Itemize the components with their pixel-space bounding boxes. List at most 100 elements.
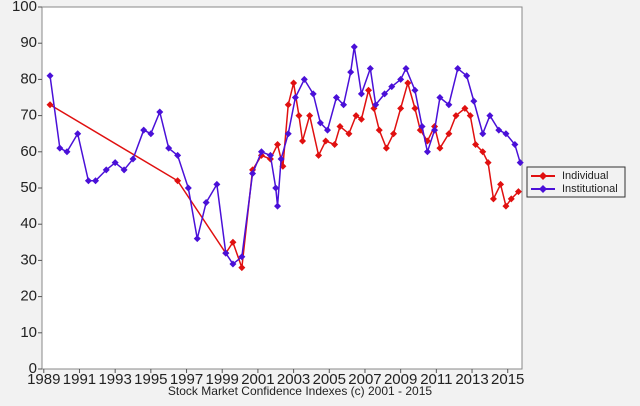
point bbox=[511, 141, 519, 149]
point bbox=[120, 166, 128, 174]
x-tick-label: 2007 bbox=[348, 371, 381, 388]
point bbox=[479, 130, 487, 138]
x-tick-label: 1997 bbox=[170, 371, 203, 388]
point bbox=[184, 184, 192, 192]
point bbox=[322, 137, 330, 145]
y-tick-label: 0 bbox=[29, 360, 37, 377]
x-tick-label: 2003 bbox=[277, 371, 310, 388]
point bbox=[56, 144, 64, 152]
point bbox=[479, 148, 487, 156]
point bbox=[284, 130, 292, 138]
point bbox=[174, 177, 182, 185]
point bbox=[295, 112, 303, 120]
point bbox=[46, 101, 54, 109]
point bbox=[274, 202, 282, 210]
y-tick-label: 80 bbox=[20, 70, 37, 87]
point bbox=[411, 104, 419, 112]
point bbox=[274, 141, 282, 149]
point bbox=[452, 112, 460, 120]
point bbox=[357, 90, 365, 98]
point bbox=[345, 130, 353, 138]
point bbox=[484, 159, 492, 167]
point bbox=[202, 198, 210, 206]
point bbox=[470, 97, 478, 105]
point bbox=[290, 79, 298, 87]
y-tick-label: 90 bbox=[20, 34, 37, 51]
point bbox=[454, 65, 462, 73]
point bbox=[84, 177, 92, 185]
legend-label: Individual bbox=[562, 170, 608, 182]
point bbox=[331, 141, 339, 149]
y-tick-label: 10 bbox=[20, 324, 37, 341]
y-tick-label: 40 bbox=[20, 215, 37, 232]
point bbox=[497, 180, 505, 188]
point bbox=[489, 195, 497, 203]
legend bbox=[526, 166, 626, 198]
x-tick-label: 1991 bbox=[63, 371, 96, 388]
point bbox=[397, 104, 405, 112]
point bbox=[147, 130, 155, 138]
point bbox=[316, 119, 324, 127]
point bbox=[411, 86, 419, 94]
legend-marker bbox=[539, 185, 547, 193]
point bbox=[92, 177, 100, 185]
point bbox=[266, 151, 274, 159]
point bbox=[352, 112, 360, 120]
point bbox=[213, 180, 221, 188]
point bbox=[350, 43, 358, 51]
legend-marker bbox=[539, 172, 547, 180]
point bbox=[372, 101, 380, 109]
point bbox=[249, 170, 257, 178]
point bbox=[472, 141, 480, 149]
x-axis-label: Stock Market Confidence Indexes (c) 2001… bbox=[168, 384, 432, 398]
point bbox=[238, 253, 246, 261]
y-tick-label: 30 bbox=[20, 251, 37, 268]
point bbox=[436, 94, 444, 101]
y-tick-label: 70 bbox=[20, 107, 37, 124]
point bbox=[229, 238, 237, 246]
series-line bbox=[49, 80, 519, 268]
point bbox=[461, 104, 469, 112]
point bbox=[284, 101, 292, 109]
point bbox=[466, 112, 474, 120]
y-tick-label: 60 bbox=[20, 143, 37, 160]
point bbox=[300, 75, 308, 83]
point bbox=[340, 101, 348, 109]
point bbox=[404, 79, 412, 87]
point bbox=[495, 126, 503, 134]
point bbox=[381, 90, 389, 98]
x-tick-label: 2013 bbox=[455, 371, 488, 388]
point bbox=[375, 126, 383, 134]
point bbox=[507, 195, 515, 203]
point bbox=[423, 148, 431, 156]
point bbox=[46, 72, 54, 80]
point bbox=[193, 235, 201, 243]
point bbox=[174, 151, 182, 159]
y-tick-label: 100 bbox=[12, 0, 37, 15]
point bbox=[291, 94, 299, 101]
point bbox=[388, 83, 396, 91]
point bbox=[257, 148, 265, 156]
point bbox=[63, 148, 71, 156]
x-tick-label: 2015 bbox=[491, 371, 524, 388]
point bbox=[502, 202, 510, 210]
point bbox=[324, 126, 332, 134]
point bbox=[397, 75, 405, 83]
point bbox=[102, 166, 110, 174]
x-tick-label: 1995 bbox=[134, 371, 167, 388]
legend-label: Institutional bbox=[562, 183, 618, 195]
point bbox=[445, 101, 453, 109]
point bbox=[382, 144, 390, 152]
x-tick-label: 2001 bbox=[241, 371, 274, 388]
point bbox=[309, 90, 317, 98]
y-tick-label: 50 bbox=[20, 179, 37, 196]
y-tick-label: 20 bbox=[20, 288, 37, 305]
x-tick-label: 1989 bbox=[27, 371, 60, 388]
point bbox=[336, 122, 344, 130]
x-tick-label: 2009 bbox=[384, 371, 417, 388]
point bbox=[445, 130, 453, 138]
plot-area bbox=[41, 6, 523, 370]
point bbox=[431, 126, 439, 134]
point bbox=[436, 144, 444, 152]
